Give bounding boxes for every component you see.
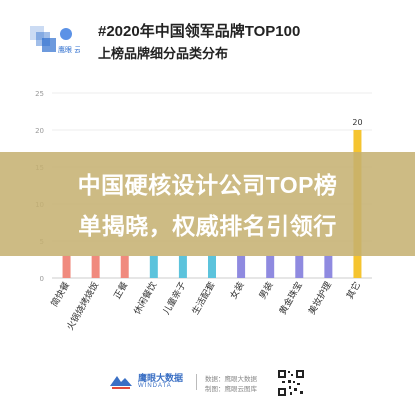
bar <box>62 255 71 278</box>
x-tick-label: 儿童亲子 <box>160 280 188 317</box>
bar <box>324 255 333 278</box>
headline-line-1: 中国硬核设计公司TOP榜 <box>77 172 338 198</box>
x-tick-label: 正餐 <box>111 280 130 302</box>
x-tick-label: 黄金珠宝 <box>276 280 304 317</box>
logo-text: 鹰眼 云图库 <box>58 45 80 54</box>
x-tick-label: 生活配套 <box>189 280 217 317</box>
x-tick-label: 简快餐 <box>48 280 72 309</box>
footer-source: 数据：鹰眼大数据 <box>205 376 257 383</box>
data-label: 20 <box>352 118 362 127</box>
bar <box>91 255 100 278</box>
footer: 鹰眼大数据 WINDATA 数据：鹰眼大数据 制图：鹰眼云图库 <box>0 366 415 400</box>
bar <box>208 255 216 278</box>
y-tick-label: 20 <box>35 127 44 135</box>
footer-brand-en: WINDATA <box>138 383 172 389</box>
chart-title: #2020年中国领军品牌TOP100 <box>98 23 301 40</box>
footer-brand: 鹰眼大数据 <box>138 373 184 383</box>
x-tick-label: 男装 <box>256 280 275 302</box>
headline-line-2: 单揭晓，权威排名引领行 <box>78 213 337 239</box>
footer-credit: 制图：鹰眼云图库 <box>205 386 257 393</box>
chart-subtitle: 上榜品牌细分品类分布 <box>98 46 229 61</box>
bar <box>149 255 158 278</box>
bar <box>237 255 246 278</box>
x-tick-label: 美妆护理 <box>306 280 334 317</box>
bar <box>178 255 187 278</box>
x-tick-label: 其它 <box>344 280 363 302</box>
footer-logo-icon <box>110 376 132 389</box>
headline-banner: 中国硬核设计公司TOP榜 单揭晓，权威排名引领行 <box>0 152 415 256</box>
bar <box>120 255 129 278</box>
x-tick-label: 女装 <box>227 280 246 302</box>
bar <box>266 255 275 278</box>
y-tick-label: 0 <box>40 275 44 283</box>
footer-divider <box>196 374 197 390</box>
qr-code-icon[interactable] <box>277 369 305 397</box>
brand-logo-icon: 鹰眼 云图库 <box>30 26 80 54</box>
x-tick-label: 休闲餐饮 <box>131 280 159 317</box>
y-tick-label: 25 <box>35 90 44 98</box>
bar <box>295 255 304 278</box>
